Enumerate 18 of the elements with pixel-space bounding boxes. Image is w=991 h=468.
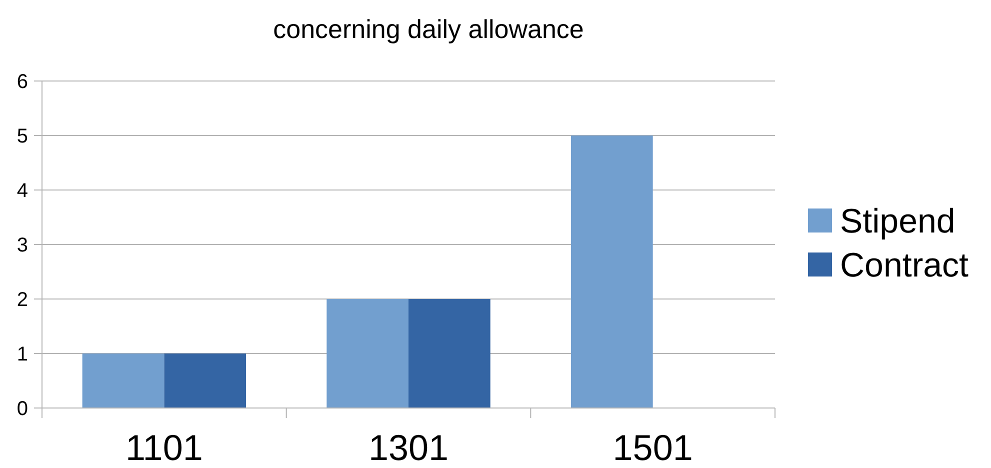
bar bbox=[408, 299, 490, 408]
y-tick-label: 2 bbox=[16, 289, 28, 311]
bar bbox=[326, 299, 408, 408]
x-tick-label: 1501 bbox=[612, 427, 693, 468]
y-tick-label: 4 bbox=[16, 180, 28, 202]
bar bbox=[164, 354, 246, 408]
y-tick-label: 1 bbox=[16, 344, 28, 366]
y-tick-label: 0 bbox=[16, 398, 28, 420]
y-tick-label: 3 bbox=[16, 234, 28, 256]
x-tick-label: 1101 bbox=[125, 427, 203, 468]
legend-label: Contract bbox=[840, 246, 970, 284]
bar bbox=[570, 136, 653, 408]
legend-label: Stipend bbox=[840, 202, 956, 240]
chart-title: concerning daily allowance bbox=[273, 14, 584, 44]
x-tick-label: 1301 bbox=[368, 427, 449, 468]
y-tick-label: 6 bbox=[16, 71, 28, 93]
y-tick-label: 5 bbox=[16, 126, 28, 148]
bar bbox=[82, 354, 164, 408]
